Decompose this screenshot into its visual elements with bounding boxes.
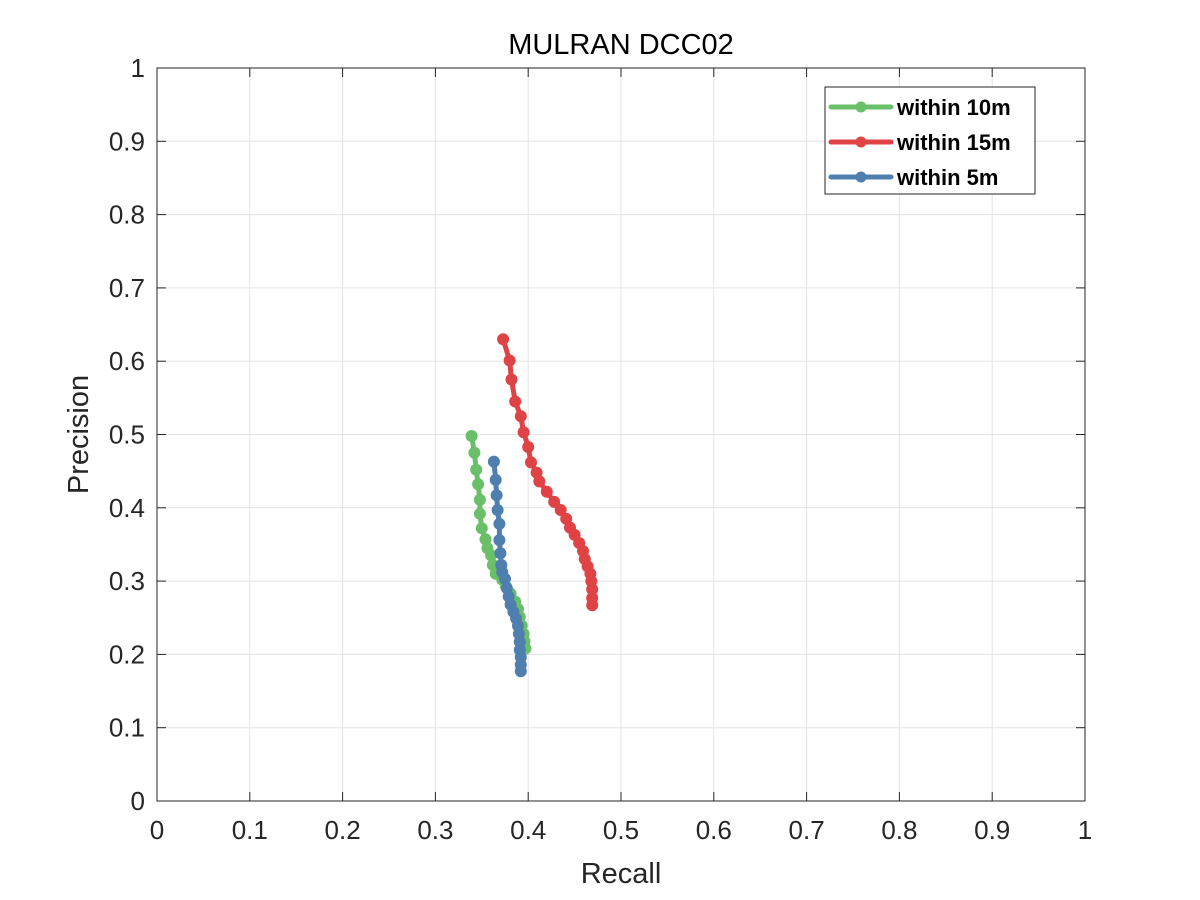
data-point: [540, 485, 553, 498]
y-tick-label: 0.5: [109, 420, 145, 450]
x-axis-title: Recall: [581, 858, 662, 890]
y-tick-label: 0.2: [109, 639, 145, 669]
data-point: [470, 463, 483, 476]
x-tick-label: 0.5: [603, 815, 639, 845]
legend-label: within 5m: [896, 165, 998, 190]
legend-entry: within 15m: [828, 130, 1011, 155]
legend-entry: within 10m: [828, 95, 1011, 120]
y-tick-label: 0.8: [109, 200, 145, 230]
x-tick-label: 0.8: [881, 815, 917, 845]
x-tick-label: 1: [1078, 815, 1092, 845]
y-tick-label: 0.6: [109, 346, 145, 376]
legend: within 10m within 15m within 5m: [824, 86, 1036, 195]
y-tick-label: 0.4: [109, 493, 145, 523]
data-point: [487, 455, 500, 468]
data-point: [473, 493, 486, 506]
x-tick-label: 0.3: [417, 815, 453, 845]
data-point: [505, 373, 518, 386]
data-point: [503, 354, 516, 367]
data-point: [493, 534, 506, 547]
series-within-15m: [497, 333, 599, 612]
y-tick-label: 0.3: [109, 566, 145, 596]
legend-swatch-marker: [855, 136, 867, 148]
x-tick-label: 0.4: [510, 815, 546, 845]
data-point: [509, 395, 522, 408]
y-axis-title: Precision: [63, 375, 95, 494]
data-point: [491, 504, 504, 516]
data-point: [473, 507, 486, 520]
data-point: [468, 446, 481, 459]
y-tick-label: 0.1: [109, 713, 145, 743]
data-point: [494, 547, 507, 560]
series-layer: [465, 333, 599, 678]
legend-entry: within 5m: [828, 165, 998, 190]
legend-label: within 15m: [896, 130, 1011, 155]
data-point: [517, 426, 530, 439]
data-point: [465, 430, 478, 442]
y-tick-label: 0.9: [109, 126, 145, 156]
data-point: [472, 478, 485, 491]
x-tick-label: 0.6: [696, 815, 732, 845]
axes-layer: 0 0.1 0.2 0.3 0.4 0.5 0.6 0.7 0.8 0.9 1 0 0.1 0.2 0.3 0…: [109, 53, 1092, 845]
data-point: [490, 489, 503, 502]
data-point: [514, 410, 527, 423]
x-tick-label: 0.9: [974, 815, 1010, 845]
data-point: [533, 475, 546, 488]
x-tick-label: 0.1: [232, 815, 268, 845]
chart-title: MULRAN DCC02: [508, 29, 734, 61]
data-point: [493, 517, 506, 530]
y-tick-label: 0: [131, 786, 145, 816]
legend-label: within 10m: [896, 95, 1011, 120]
y-tick-label: 1: [131, 53, 145, 83]
legend-swatch-marker: [855, 171, 867, 183]
data-point: [554, 504, 567, 516]
x-tick-label: 0: [150, 815, 164, 845]
data-point: [497, 333, 510, 346]
y-tick-label: 0.7: [109, 273, 145, 303]
legend-swatch-marker: [855, 101, 867, 113]
data-point: [586, 599, 599, 612]
data-point: [514, 665, 527, 678]
data-point: [475, 522, 488, 535]
x-tick-label: 0.7: [789, 815, 825, 845]
data-point: [489, 473, 502, 486]
x-tick-label: 0.2: [325, 815, 361, 845]
data-point: [522, 441, 535, 453]
data-point: [548, 495, 561, 508]
data-point: [525, 456, 537, 469]
series-within-5m: [487, 455, 527, 678]
